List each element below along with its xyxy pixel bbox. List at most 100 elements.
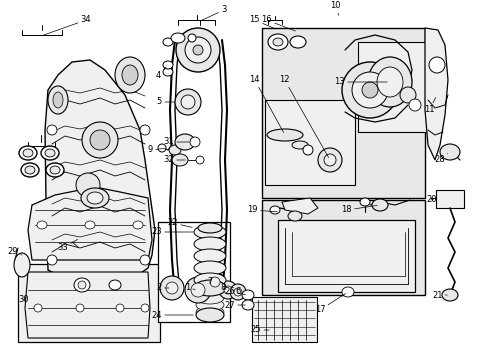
Text: 27: 27 — [224, 301, 244, 310]
Bar — [262, 200, 424, 295]
Ellipse shape — [140, 125, 150, 135]
Ellipse shape — [34, 304, 42, 312]
Ellipse shape — [141, 304, 149, 312]
Ellipse shape — [194, 280, 225, 296]
Polygon shape — [278, 220, 414, 292]
Bar — [264, 100, 354, 185]
Text: 1: 1 — [184, 284, 195, 292]
Ellipse shape — [47, 255, 57, 265]
Text: 14: 14 — [249, 76, 283, 132]
Ellipse shape — [53, 92, 63, 108]
Ellipse shape — [21, 163, 39, 177]
Text: 12: 12 — [279, 76, 328, 158]
Text: 11: 11 — [423, 98, 435, 114]
Ellipse shape — [160, 276, 183, 300]
Polygon shape — [25, 272, 150, 338]
Ellipse shape — [194, 225, 225, 239]
Ellipse shape — [163, 68, 173, 76]
Bar — [357, 42, 437, 132]
Ellipse shape — [317, 148, 341, 172]
Ellipse shape — [291, 141, 307, 149]
Ellipse shape — [204, 272, 224, 292]
Ellipse shape — [303, 145, 312, 155]
Text: 34: 34 — [43, 15, 91, 35]
Ellipse shape — [224, 286, 231, 294]
Ellipse shape — [122, 65, 138, 85]
Ellipse shape — [25, 166, 35, 174]
Polygon shape — [424, 28, 447, 160]
Ellipse shape — [287, 211, 302, 221]
Ellipse shape — [74, 278, 90, 292]
Text: 2: 2 — [157, 284, 169, 292]
Ellipse shape — [47, 125, 57, 135]
Ellipse shape — [81, 188, 109, 208]
Ellipse shape — [87, 192, 103, 204]
Ellipse shape — [194, 237, 225, 251]
Ellipse shape — [48, 86, 68, 114]
Ellipse shape — [194, 261, 225, 275]
Ellipse shape — [187, 34, 196, 42]
Ellipse shape — [175, 89, 201, 115]
Ellipse shape — [41, 146, 59, 160]
Text: 5: 5 — [157, 98, 175, 107]
Ellipse shape — [196, 308, 224, 322]
Ellipse shape — [324, 154, 335, 166]
Ellipse shape — [196, 282, 224, 294]
Ellipse shape — [194, 249, 225, 263]
Ellipse shape — [191, 283, 204, 297]
Ellipse shape — [171, 33, 184, 43]
Ellipse shape — [193, 45, 203, 55]
Text: 24: 24 — [151, 310, 193, 320]
Ellipse shape — [165, 282, 178, 294]
Ellipse shape — [14, 253, 30, 277]
Ellipse shape — [90, 130, 110, 150]
Ellipse shape — [351, 72, 387, 108]
Ellipse shape — [175, 134, 195, 150]
Ellipse shape — [76, 173, 100, 197]
Ellipse shape — [158, 144, 165, 152]
Text: 7: 7 — [207, 278, 212, 287]
Text: 32: 32 — [163, 156, 185, 165]
Text: 18: 18 — [341, 206, 376, 215]
Ellipse shape — [269, 206, 280, 214]
Text: 26: 26 — [224, 288, 245, 297]
Bar — [18, 264, 160, 342]
Text: 33: 33 — [57, 239, 78, 252]
Ellipse shape — [196, 306, 224, 318]
Ellipse shape — [82, 122, 118, 158]
Ellipse shape — [133, 221, 142, 229]
Text: 22: 22 — [167, 219, 192, 228]
Ellipse shape — [399, 87, 415, 103]
Ellipse shape — [23, 149, 33, 157]
Polygon shape — [45, 60, 155, 282]
Ellipse shape — [109, 280, 121, 290]
Text: 10: 10 — [329, 1, 340, 15]
Text: 28: 28 — [433, 154, 447, 165]
Bar — [158, 222, 229, 322]
Ellipse shape — [367, 57, 411, 107]
Ellipse shape — [140, 255, 150, 265]
Text: 19: 19 — [247, 206, 277, 215]
Text: 31: 31 — [163, 138, 189, 147]
Ellipse shape — [163, 38, 173, 46]
Ellipse shape — [184, 277, 210, 303]
Text: 25: 25 — [250, 325, 269, 334]
Text: 8: 8 — [220, 284, 225, 292]
Bar — [435, 190, 463, 208]
Ellipse shape — [229, 284, 245, 300]
Ellipse shape — [190, 137, 200, 147]
Text: 13: 13 — [334, 77, 386, 86]
Ellipse shape — [361, 82, 377, 98]
Ellipse shape — [209, 277, 220, 287]
Ellipse shape — [376, 67, 402, 97]
Bar — [251, 297, 316, 342]
Ellipse shape — [196, 299, 224, 311]
Ellipse shape — [181, 95, 195, 109]
Ellipse shape — [289, 36, 305, 48]
Text: 29: 29 — [7, 248, 22, 256]
Ellipse shape — [172, 154, 187, 166]
Ellipse shape — [45, 149, 55, 157]
Polygon shape — [282, 198, 317, 214]
Ellipse shape — [50, 166, 60, 174]
Ellipse shape — [78, 281, 86, 289]
